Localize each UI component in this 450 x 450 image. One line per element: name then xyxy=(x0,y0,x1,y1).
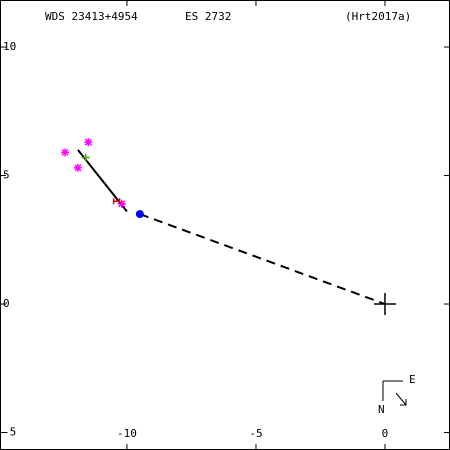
y-tick-label: 10 xyxy=(3,40,16,53)
chart-title: WDS 23413+4954 xyxy=(45,10,138,23)
marker-dot xyxy=(135,210,144,219)
marker-asterisk xyxy=(73,163,82,172)
dot xyxy=(135,210,144,219)
chart-subtitle: ES 2732 xyxy=(185,10,231,23)
marker-plus xyxy=(81,153,90,162)
x-tick-label: -5 xyxy=(249,427,262,440)
y-tick-label: -5 xyxy=(3,426,16,439)
y-tick-label: 0 xyxy=(3,297,10,310)
marker-asterisk xyxy=(61,148,70,157)
stroke xyxy=(118,200,126,208)
x-tick-label: -10 xyxy=(117,427,137,440)
stroke xyxy=(61,148,69,156)
stroke xyxy=(74,164,82,172)
dashed-line xyxy=(139,213,386,305)
marker-h xyxy=(112,198,121,205)
compass-n: N xyxy=(378,403,385,416)
compass xyxy=(382,380,407,406)
marker-asterisk xyxy=(84,138,93,147)
compass-arrowhead xyxy=(400,399,407,406)
compass-e: E xyxy=(409,373,416,386)
stroke xyxy=(84,138,92,146)
marker-primary xyxy=(373,293,396,316)
x-tick-label: 0 xyxy=(382,427,389,440)
compass-arrow xyxy=(395,392,407,406)
reference: (Hrt2017a) xyxy=(345,10,411,23)
y-tick-label: 5 xyxy=(3,169,10,182)
